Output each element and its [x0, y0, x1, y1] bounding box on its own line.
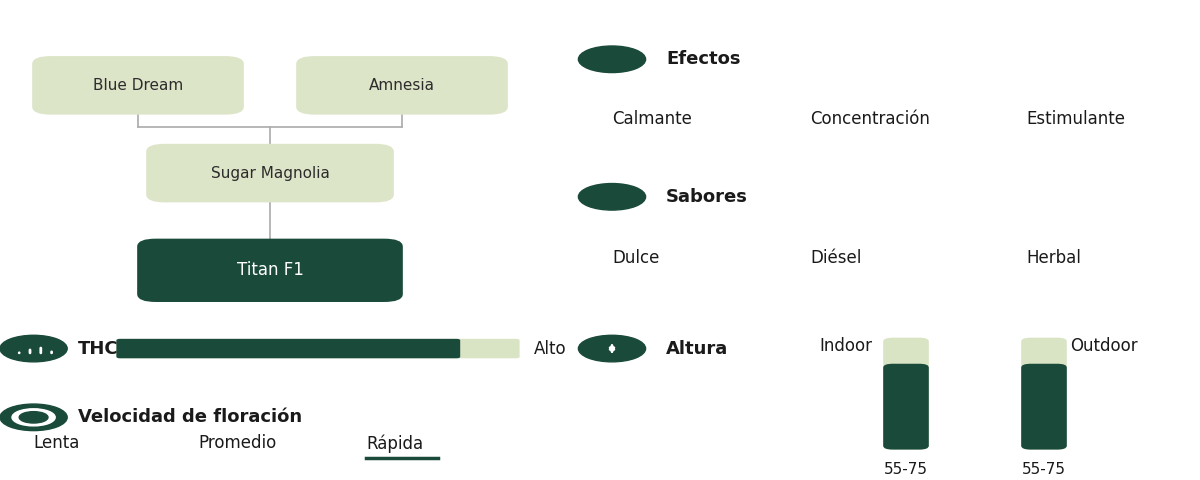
FancyBboxPatch shape	[883, 364, 929, 450]
Circle shape	[19, 412, 48, 423]
FancyBboxPatch shape	[1021, 364, 1067, 450]
Text: Calmante: Calmante	[612, 109, 692, 128]
Text: Concentración: Concentración	[810, 109, 930, 128]
FancyBboxPatch shape	[34, 57, 244, 114]
FancyBboxPatch shape	[148, 144, 394, 202]
Text: Outdoor: Outdoor	[1070, 337, 1138, 355]
FancyBboxPatch shape	[883, 337, 929, 450]
Text: THC: THC	[78, 339, 119, 358]
Text: Indoor: Indoor	[820, 337, 872, 355]
Circle shape	[578, 183, 646, 210]
FancyBboxPatch shape	[138, 240, 402, 301]
Text: Sugar Magnolia: Sugar Magnolia	[210, 166, 330, 180]
Circle shape	[12, 409, 55, 426]
FancyBboxPatch shape	[116, 339, 520, 358]
Text: Herbal: Herbal	[1026, 250, 1081, 267]
FancyBboxPatch shape	[1021, 337, 1067, 450]
Text: Altura: Altura	[666, 339, 728, 358]
Text: Estimulante: Estimulante	[1026, 109, 1126, 128]
Text: Lenta: Lenta	[34, 434, 80, 453]
Text: Dulce: Dulce	[612, 250, 659, 267]
Text: Efectos: Efectos	[666, 50, 740, 68]
FancyBboxPatch shape	[298, 57, 508, 114]
Text: 55-75: 55-75	[884, 462, 928, 478]
Circle shape	[0, 404, 67, 431]
FancyBboxPatch shape	[116, 339, 460, 358]
Text: Diésel: Diésel	[810, 250, 862, 267]
Text: Velocidad de floración: Velocidad de floración	[78, 408, 302, 426]
Text: 55-75: 55-75	[1022, 462, 1066, 478]
Circle shape	[578, 46, 646, 72]
Text: Promedio: Promedio	[198, 434, 276, 453]
Circle shape	[0, 336, 67, 362]
Text: Sabores: Sabores	[666, 188, 748, 206]
Text: Amnesia: Amnesia	[370, 78, 436, 93]
Text: Rápida: Rápida	[366, 434, 424, 453]
Circle shape	[578, 336, 646, 362]
Text: Blue Dream: Blue Dream	[92, 78, 184, 93]
Text: Alto: Alto	[534, 339, 566, 358]
Text: Titan F1: Titan F1	[236, 261, 304, 279]
